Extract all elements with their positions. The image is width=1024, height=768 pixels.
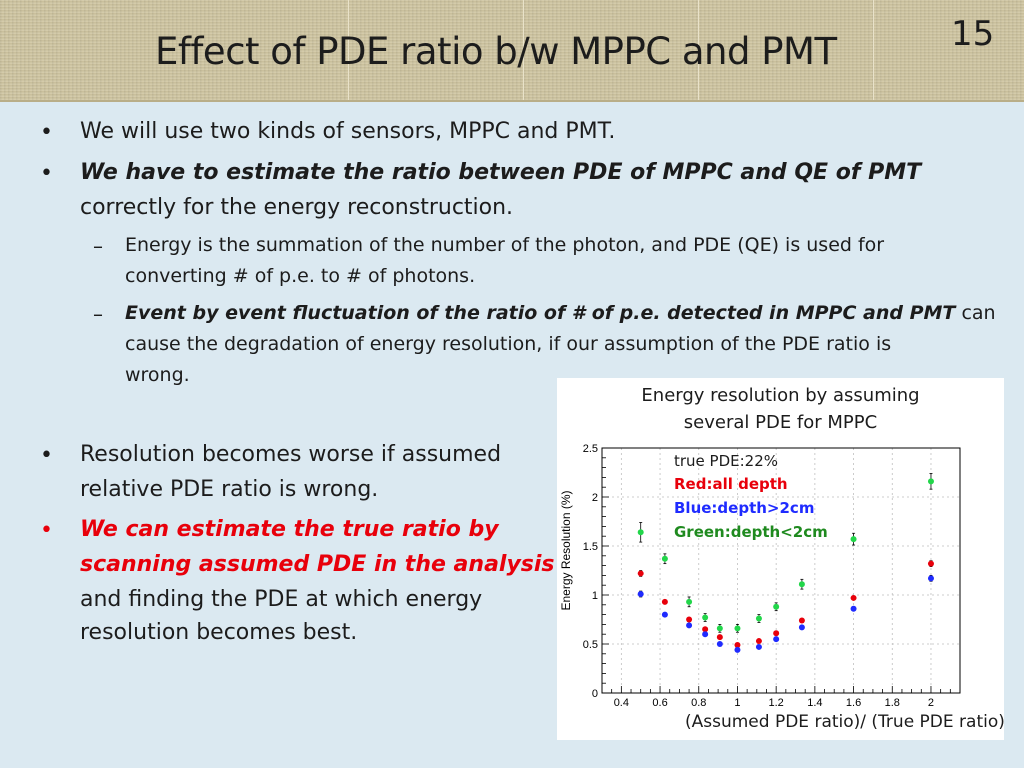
data-point <box>734 641 741 648</box>
slide-header: Effect of PDE ratio b/w MPPC and PMT 15 <box>0 0 1024 102</box>
data-point <box>755 643 762 650</box>
data-point <box>702 626 709 633</box>
bullet-text-emphasis: We can estimate the true ratio by <box>80 517 499 542</box>
data-point <box>773 630 780 637</box>
bullet-dot: • <box>40 161 53 186</box>
bullet-text-emphasis: We have to estimate the ratio between PD… <box>80 160 922 185</box>
header-texture-line <box>873 0 874 100</box>
bullet-text: relative PDE ratio is wrong. <box>80 477 379 502</box>
resolution-plot: 0.4 0.6 0.8 1 1.2 1.4 1.6 1.8 2 0 0.5 1 1.5 2 2.5 Energ… <box>559 443 961 709</box>
x-tick-label: 1.2 <box>769 697 784 709</box>
y-tick-label: 0 <box>592 688 598 700</box>
x-tick-label: 0.6 <box>652 697 667 709</box>
x-tick-label: 0.4 <box>614 697 629 709</box>
header-texture-line <box>348 0 349 100</box>
data-point <box>798 581 805 588</box>
x-tick-label: 1.6 <box>846 697 861 709</box>
data-point <box>773 636 780 643</box>
header-texture-line <box>698 0 699 100</box>
data-point <box>734 625 741 632</box>
legend-red: Red:all depth <box>674 475 788 493</box>
data-point <box>798 624 805 631</box>
data-point <box>798 617 805 624</box>
bullet-text: Resolution becomes worse if assumed <box>80 442 502 467</box>
data-point <box>716 634 723 641</box>
bullet-text: and finding the PDE at which energy <box>80 587 483 612</box>
y-tick-label: 2.5 <box>583 443 598 455</box>
data-point <box>755 615 762 622</box>
chart-subtitle: several PDE for MPPC <box>683 412 878 433</box>
data-point <box>686 622 693 629</box>
data-point <box>661 555 668 562</box>
data-point <box>755 638 762 645</box>
y-tick-label: 1.5 <box>583 541 598 553</box>
sub-bullet-dash: – <box>93 302 103 326</box>
sub-bullet-text: cause the degradation of energy resoluti… <box>125 333 892 355</box>
data-point <box>850 536 857 543</box>
slide-number: 15 <box>951 14 995 54</box>
bullet-text-emphasis: scanning assumed PDE in the analysis <box>80 552 555 577</box>
data-point <box>637 529 644 536</box>
data-point <box>773 603 780 610</box>
bullet-dot: • <box>40 120 53 145</box>
chart-title: Energy resolution by assuming <box>641 385 920 406</box>
slide-title: Effect of PDE ratio b/w MPPC and PMT <box>155 30 837 73</box>
plot-frame <box>601 447 961 694</box>
x-tick-label: 1.8 <box>885 697 900 709</box>
bullet-text: correctly for the energy reconstruction. <box>80 195 514 220</box>
chart-panel: Energy resolution by assuming several PD… <box>557 378 1005 740</box>
data-point <box>850 594 857 601</box>
header-texture-line <box>523 0 524 100</box>
x-tick-label: 1 <box>734 697 740 709</box>
data-point <box>686 598 693 605</box>
sub-bullet-text: wrong. <box>125 364 190 386</box>
x-axis-caption: (Assumed PDE ratio)/ (True PDE ratio) <box>685 712 1005 732</box>
sub-bullet-text: can <box>961 302 996 324</box>
legend-blue: Blue:depth>2cm <box>674 499 815 517</box>
data-point <box>927 478 934 485</box>
x-tick-label: 0.8 <box>691 697 706 709</box>
bullet-dot: • <box>40 518 53 543</box>
data-point <box>716 641 723 647</box>
sub-bullet-dash: – <box>93 234 103 258</box>
y-axis-label: Energy Resolution (%) <box>559 490 573 610</box>
sub-bullet-text: converting # of p.e. to # of photons. <box>125 265 476 287</box>
data-point <box>850 605 857 612</box>
data-point <box>716 625 723 632</box>
bullet-dot: • <box>40 443 53 468</box>
data-point <box>637 591 644 598</box>
data-point <box>702 631 709 638</box>
data-point <box>661 598 668 605</box>
sub-bullet-line: Event by event fluctuation of the ratio … <box>125 302 996 324</box>
data-point <box>702 614 709 621</box>
data-point <box>927 575 934 582</box>
data-point <box>686 616 693 623</box>
data-point <box>927 560 934 567</box>
sub-bullet-emphasis: Event by event fluctuation of the ratio … <box>125 302 956 324</box>
y-tick-label: 2 <box>592 492 598 504</box>
x-tick-label: 2 <box>928 697 934 709</box>
data-point <box>637 570 644 577</box>
y-tick-label: 1 <box>592 590 598 602</box>
bullet-text: We will use two kinds of sensors, MPPC a… <box>80 119 616 144</box>
data-point <box>734 646 741 653</box>
legend-true-pde: true PDE:22% <box>674 452 779 470</box>
data-point <box>661 611 668 618</box>
legend-green: Green:depth<2cm <box>674 523 828 541</box>
sub-bullet-text: Energy is the summation of the number of… <box>125 234 885 256</box>
bullet-text: resolution becomes best. <box>80 620 358 645</box>
y-tick-label: 0.5 <box>583 639 598 651</box>
x-tick-label: 1.4 <box>807 697 822 709</box>
